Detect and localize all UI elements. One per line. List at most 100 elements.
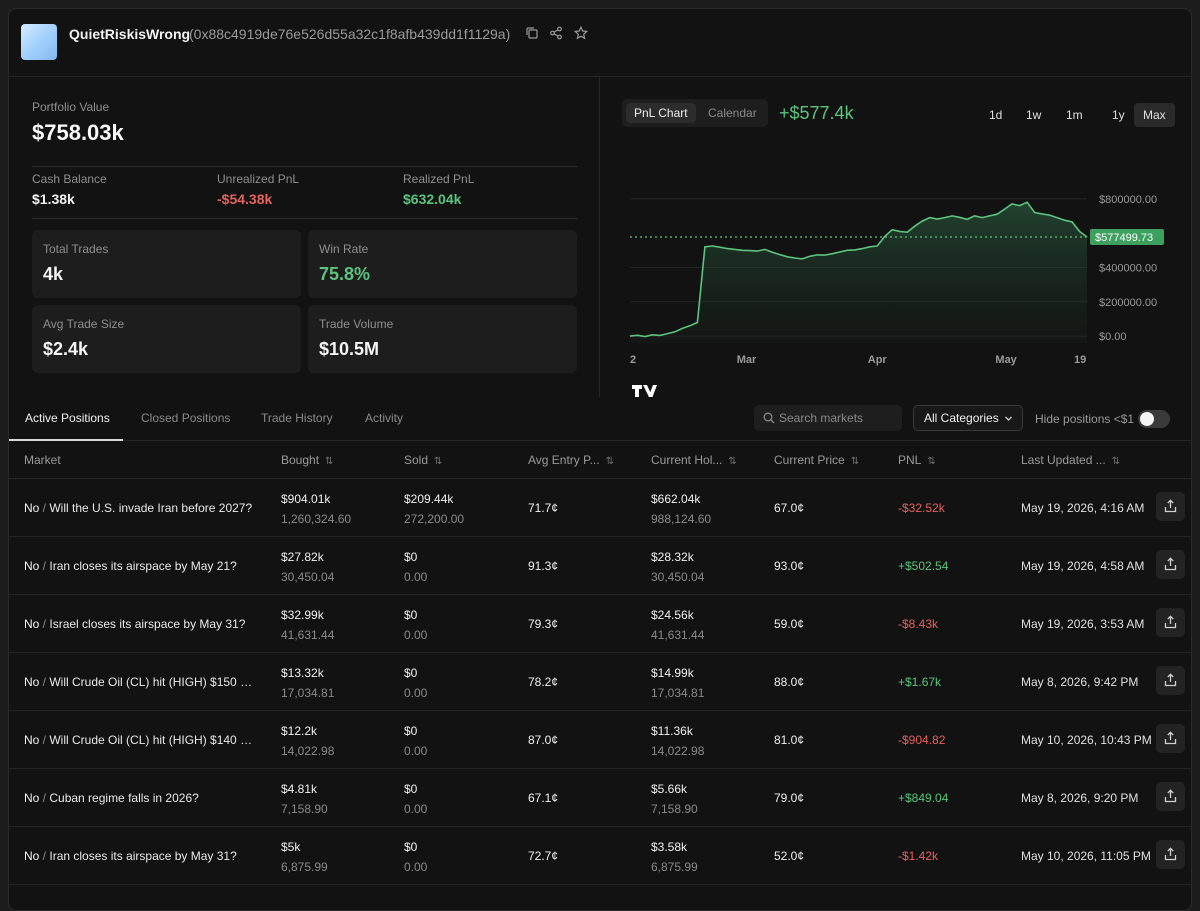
pnl-chart[interactable]: $800000.00 $400000.00 $200000.00 $0.00 2 Mar… <box>600 167 1192 397</box>
current-price: 88.0¢ <box>774 675 805 689</box>
column-header-sold[interactable]: Sold ⇅ <box>404 453 443 467</box>
separator: / <box>39 501 50 515</box>
table-row[interactable]: No / Will Crude Oil (CL) hit (HIGH) $150… <box>9 653 1191 711</box>
market-cell[interactable]: No / Cuban regime falls in 2026? <box>24 791 254 805</box>
stat-card-label: Avg Trade Size <box>43 317 125 331</box>
column-header-pnl[interactable]: PNL ⇅ <box>898 453 936 467</box>
sold-value: $0 <box>404 608 418 622</box>
share-position-button[interactable] <box>1156 666 1185 695</box>
stat-card-label: Win Rate <box>319 242 369 256</box>
range-1m-button[interactable]: 1m <box>1066 108 1083 122</box>
column-header-current-holding[interactable]: Current Hol... ⇅ <box>651 453 737 467</box>
table-row[interactable]: No / Israel closes its airspace by May 3… <box>9 595 1191 653</box>
pnl-value: -$32.52k <box>898 501 945 515</box>
tab-activity[interactable]: Activity <box>365 411 404 425</box>
bought-value: $5k <box>281 840 301 854</box>
market-cell[interactable]: No / Will the U.S. invade Iran before 20… <box>24 501 254 515</box>
search-input[interactable] <box>779 405 897 431</box>
share-position-button[interactable] <box>1156 724 1185 753</box>
holding-shares: 14,022.98 <box>651 744 705 758</box>
upload-icon <box>1164 847 1177 861</box>
market-title: Israel closes its airspace by May 31? <box>49 617 246 631</box>
column-header-current-price[interactable]: Current Price ⇅ <box>774 453 860 467</box>
holding-value: $11.36k <box>651 724 693 738</box>
sold-value: $0 <box>404 550 418 564</box>
range-1w-button[interactable]: 1w <box>1026 108 1042 122</box>
last-updated: May 8, 2026, 9:42 PM <box>1021 675 1139 689</box>
holding-shares: 41,631.44 <box>651 628 705 642</box>
table-row[interactable]: No / Will Crude Oil (CL) hit (HIGH) $140… <box>9 711 1191 769</box>
table-row[interactable]: No / Cuban regime falls in 2026? $4.81k … <box>9 769 1191 827</box>
share-position-button[interactable] <box>1156 608 1185 637</box>
share-position-button[interactable] <box>1156 840 1185 869</box>
last-updated: May 10, 2026, 10:43 PM <box>1021 733 1152 747</box>
star-icon[interactable] <box>572 24 590 42</box>
active-tab-indicator <box>9 439 123 441</box>
outcome-label: No <box>24 559 40 573</box>
upload-icon <box>1164 557 1177 571</box>
avg-entry-price: 67.1¢ <box>528 791 559 805</box>
last-updated: May 19, 2026, 3:53 AM <box>1021 617 1145 631</box>
pnl-value: -$8.43k <box>898 617 939 631</box>
separator: / <box>39 849 50 863</box>
share-position-button[interactable] <box>1156 492 1185 521</box>
outcome-label: No <box>24 733 40 747</box>
column-header-bought[interactable]: Bought ⇅ <box>281 453 334 467</box>
column-header-market[interactable]: Market <box>24 453 61 467</box>
tab-trade-history[interactable]: Trade History <box>261 411 333 425</box>
table-row[interactable]: No / Will the U.S. invade Iran before 20… <box>9 479 1191 537</box>
share-position-button[interactable] <box>1156 550 1185 579</box>
market-cell[interactable]: No / Iran closes its airspace by May 21? <box>24 559 254 573</box>
market-cell[interactable]: No / Will Crude Oil (CL) hit (HIGH) $150… <box>24 675 254 689</box>
category-select[interactable]: All Categories <box>913 405 1023 431</box>
market-cell[interactable]: No / Israel closes its airspace by May 3… <box>24 617 254 631</box>
upload-icon <box>1164 615 1177 629</box>
chevron-down-icon <box>1005 416 1012 421</box>
wallet-address: (0x88c4919de76e526d55a32c1f8afb439dd1f11… <box>189 26 511 42</box>
current-price: 81.0¢ <box>774 733 805 747</box>
stat-card-label: Total Trades <box>43 242 109 256</box>
sold-shares: 0.00 <box>404 686 428 700</box>
range-1y-button[interactable]: 1y <box>1112 108 1125 122</box>
pnl-area <box>630 202 1087 343</box>
market-cell[interactable]: No / Will Crude Oil (CL) hit (HIGH) $140… <box>24 733 254 747</box>
sold-value: $0 <box>404 782 418 796</box>
bought-shares: 30,450.04 <box>281 570 335 584</box>
market-cell[interactable]: No / Iran closes its airspace by May 31? <box>24 849 254 863</box>
sort-icon: ⇅ <box>1111 456 1121 467</box>
hide-small-positions-toggle[interactable] <box>1138 410 1170 428</box>
x-tick-label: 2 <box>630 354 636 366</box>
x-tick-label: Apr <box>868 354 888 366</box>
share-icon[interactable] <box>547 24 565 42</box>
copy-icon[interactable] <box>523 24 541 42</box>
tab-active-positions[interactable]: Active Positions <box>25 411 110 425</box>
column-header-avg-entry[interactable]: Avg Entry P... ⇅ <box>528 453 614 467</box>
share-position-button[interactable] <box>1156 782 1185 811</box>
tab-calendar[interactable]: Calendar <box>708 106 757 120</box>
cash-balance-label: Cash Balance <box>32 172 107 186</box>
tab-pnl-chart[interactable]: PnL Chart <box>626 103 696 123</box>
column-header-last-updated[interactable]: Last Updated ... ⇅ <box>1021 453 1121 467</box>
market-title: Iran closes its airspace by May 21? <box>49 559 237 573</box>
last-updated: May 8, 2026, 9:20 PM <box>1021 791 1139 805</box>
sort-icon: ⇅ <box>325 456 334 467</box>
y-tick-label: $0.00 <box>1099 331 1127 343</box>
holding-shares: 7,158.90 <box>651 802 698 816</box>
upload-icon <box>1164 673 1177 687</box>
table-row[interactable]: No / Iran closes its airspace by May 31?… <box>9 827 1191 885</box>
range-max-button[interactable]: Max <box>1134 103 1175 127</box>
realized-pnl-value: $632.04k <box>403 191 462 207</box>
tab-closed-positions[interactable]: Closed Positions <box>141 411 231 425</box>
avg-entry-price: 91.3¢ <box>528 559 559 573</box>
pnl-total: +$577.4k <box>779 103 854 123</box>
range-1d-button[interactable]: 1d <box>989 108 1003 122</box>
stat-card-value: $10.5M <box>319 339 380 359</box>
market-title: Will Crude Oil (CL) hit (HIGH) $150 b... <box>49 675 254 689</box>
tradingview-logo-icon <box>632 385 657 397</box>
last-updated: May 10, 2026, 11:05 PM <box>1021 849 1151 863</box>
portfolio-value: $758.03k <box>32 120 124 145</box>
current-value-label: $577499.73 <box>1095 232 1153 244</box>
table-row[interactable]: No / Iran closes its airspace by May 21?… <box>9 537 1191 595</box>
sold-value: $209.44k <box>404 492 454 506</box>
realized-pnl-label: Realized PnL <box>403 172 475 186</box>
